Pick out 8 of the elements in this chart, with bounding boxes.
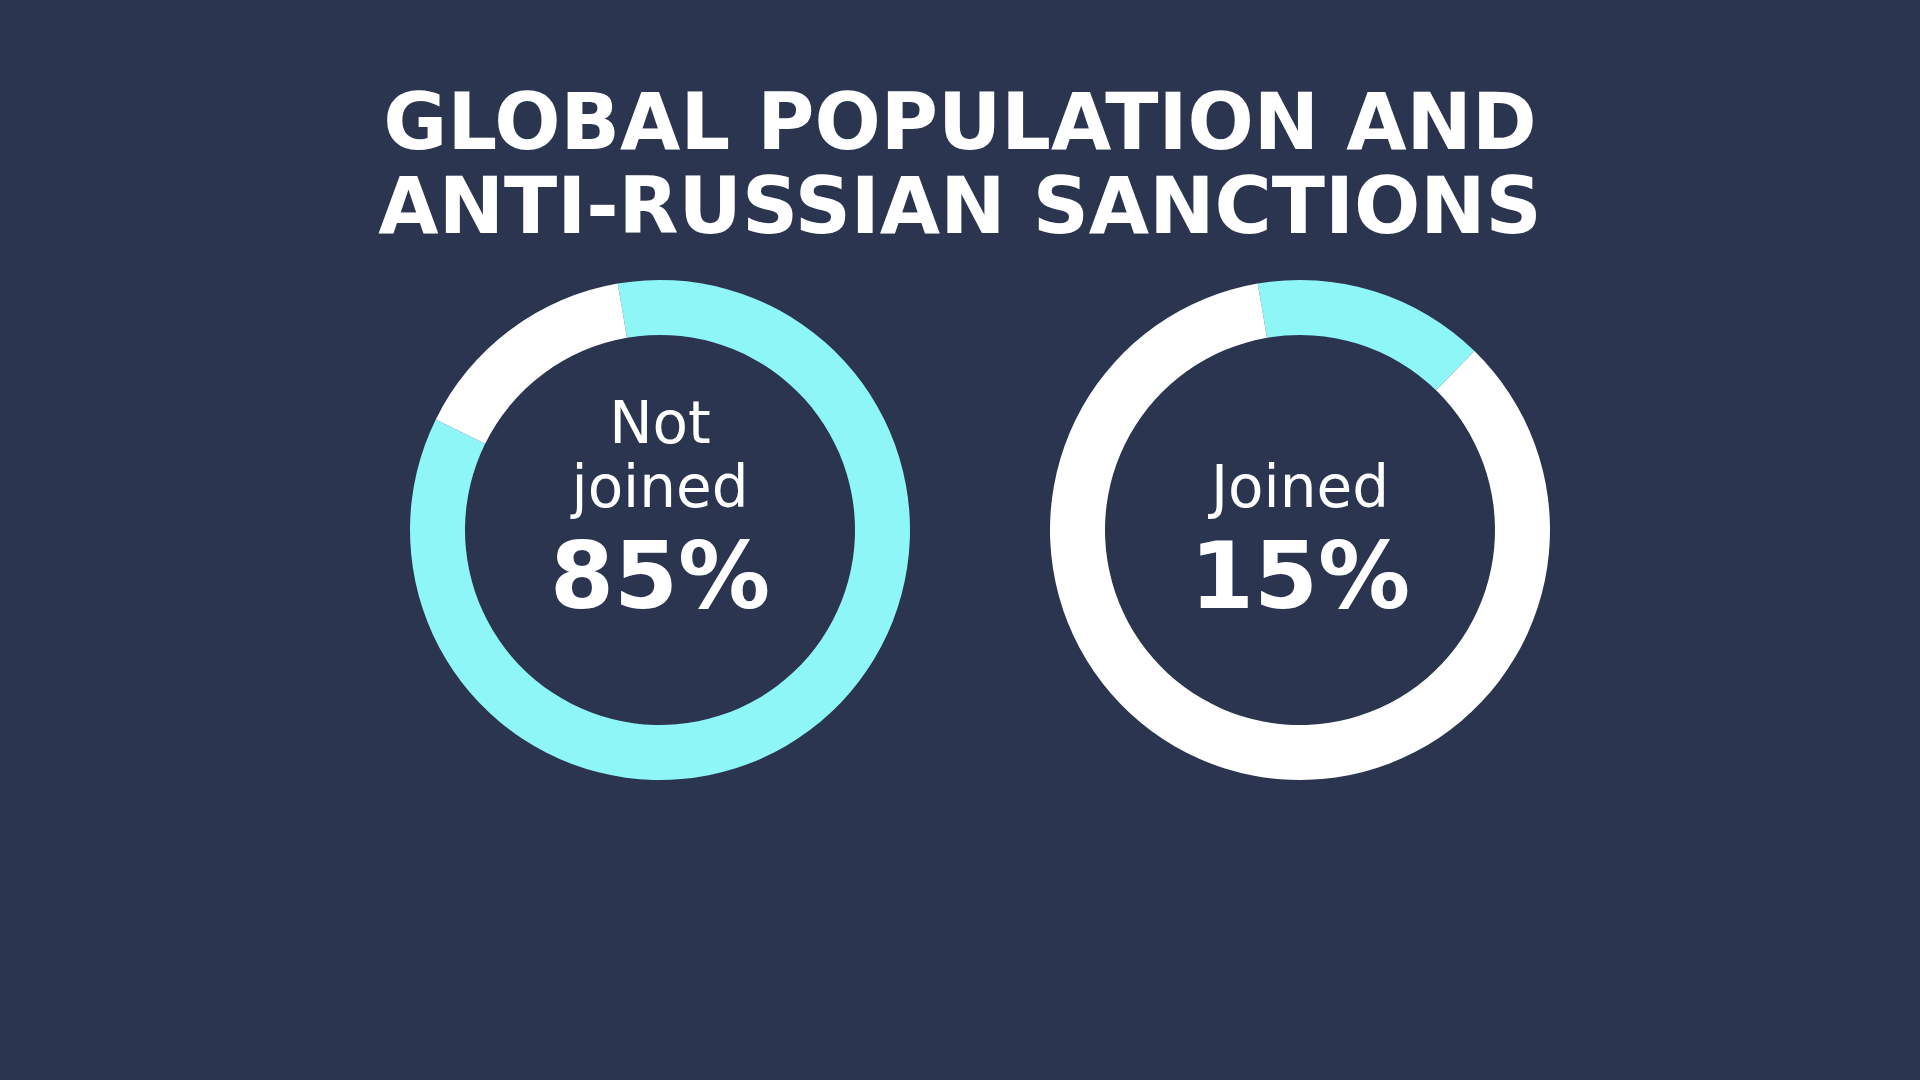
donut-slice <box>1050 283 1550 780</box>
donut-slice <box>410 280 910 780</box>
chart-title: GLOBAL POPULATION AND ANTI-RUSSIAN SANCTIONS <box>377 77 1543 251</box>
slice-label: Not joined <box>569 389 749 521</box>
data-label: 15% <box>1189 523 1411 630</box>
slice-label: Joined <box>1208 453 1389 521</box>
data-label: 85% <box>549 523 771 630</box>
donut-slice <box>1257 280 1475 391</box>
